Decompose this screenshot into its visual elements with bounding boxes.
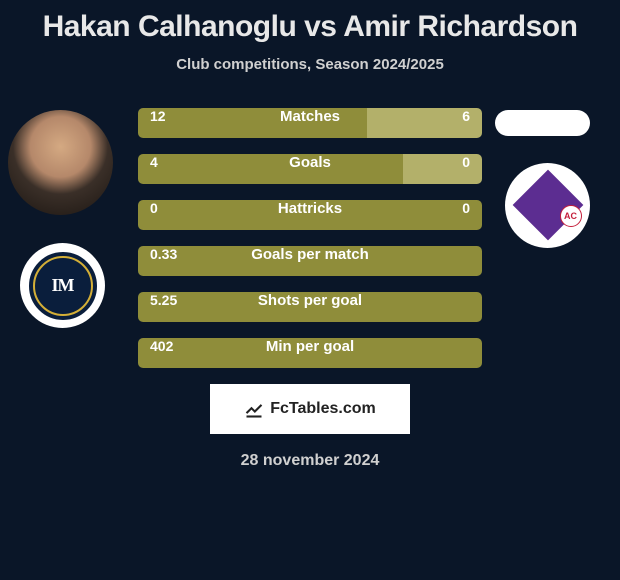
stat-bar-left [138, 154, 403, 184]
player-avatar-left [8, 110, 113, 215]
stat-label: Min per goal [266, 338, 354, 355]
brand-footer[interactable]: FcTables.com [210, 384, 410, 434]
stat-value-right: 6 [462, 108, 470, 124]
footer-date: 28 november 2024 [0, 452, 620, 470]
page-subtitle: Club competitions, Season 2024/2025 [0, 56, 620, 73]
stat-row: 4 0 Goals [138, 154, 482, 184]
stat-value-right: 0 [462, 154, 470, 170]
stat-value-left: 0 [150, 200, 158, 216]
stat-value-right: 0 [462, 200, 470, 216]
stat-value-left: 402 [150, 338, 173, 354]
page-title: Hakan Calhanoglu vs Amir Richardson [0, 10, 620, 44]
club-badge-right: AC [505, 163, 590, 248]
inter-logo-text: IM [52, 275, 74, 296]
stat-label: Matches [280, 108, 340, 125]
main-area: IM AC 12 6 Matches 4 0 Goals 0 0 Hattricks 0.33 Go… [0, 108, 620, 470]
stat-label: Shots per goal [258, 292, 362, 309]
brand-name: FcTables.com [270, 400, 376, 418]
stat-row: 0.33 Goals per match [138, 246, 482, 276]
player-avatar-right [495, 110, 590, 136]
stat-row: 402 Min per goal [138, 338, 482, 368]
stat-label: Hattricks [278, 200, 342, 217]
comparison-card: Hakan Calhanoglu vs Amir Richardson Club… [0, 0, 620, 470]
stat-value-left: 12 [150, 108, 166, 124]
fiorentina-ac-text: AC [560, 205, 582, 227]
stat-value-left: 5.25 [150, 292, 177, 308]
stat-value-left: 0.33 [150, 246, 177, 262]
stat-row: 12 6 Matches [138, 108, 482, 138]
stat-bar-right [403, 154, 482, 184]
stat-row: 0 0 Hattricks [138, 200, 482, 230]
stat-value-left: 4 [150, 154, 158, 170]
club-badge-left: IM [20, 243, 105, 328]
brand-chart-icon [244, 399, 264, 419]
fiorentina-logo-icon: AC [517, 170, 579, 242]
stat-label: Goals per match [251, 246, 369, 263]
stat-row: 5.25 Shots per goal [138, 292, 482, 322]
inter-logo-icon: IM [29, 252, 97, 320]
stats-area: 12 6 Matches 4 0 Goals 0 0 Hattricks 0.33 Goals pe… [138, 108, 482, 368]
stat-label: Goals [289, 154, 331, 171]
